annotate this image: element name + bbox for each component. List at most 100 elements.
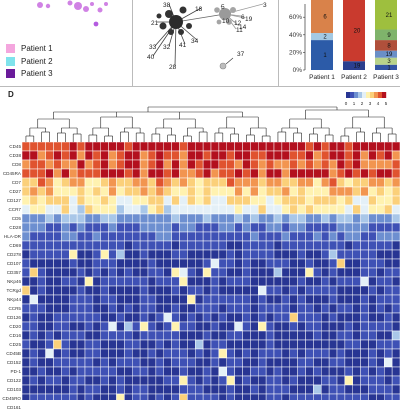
heatmap-cell — [53, 285, 62, 296]
heatmap-cell — [61, 186, 70, 197]
bar-segment-label: 19 — [354, 64, 361, 70]
heatmap-cell — [155, 384, 164, 395]
heatmap-cell — [108, 249, 117, 260]
heatmap-cell — [92, 258, 101, 269]
heatmap-cell — [61, 312, 70, 323]
heatmap-cell — [22, 204, 31, 215]
heatmap-cell — [84, 384, 94, 395]
heatmap-cell — [265, 195, 275, 206]
heatmap-cell — [210, 294, 220, 305]
heatmap-row-label: CD278 — [6, 251, 21, 257]
heatmap-cell — [108, 222, 117, 233]
heatmap-cell — [368, 384, 377, 395]
heatmap-cell — [273, 348, 283, 359]
heatmap-cell — [53, 258, 62, 269]
heatmap-cell — [45, 312, 54, 323]
heatmap-cell — [132, 267, 141, 278]
heatmap-cell — [273, 195, 283, 206]
heatmap-cell — [352, 267, 361, 278]
heatmap-cell — [92, 366, 101, 377]
heatmap-cell — [352, 348, 361, 359]
heatmap-cell — [92, 231, 101, 242]
heatmap-cell — [328, 159, 338, 170]
heatmap-cell — [297, 384, 306, 395]
heatmap-cell — [163, 258, 172, 269]
heatmap-cell — [391, 366, 400, 377]
heatmap-cell — [226, 195, 235, 206]
bar-segment-label: 19 — [386, 52, 393, 58]
heatmap-cell — [147, 393, 157, 400]
heatmap-cell — [273, 339, 283, 350]
heatmap-cell — [100, 204, 109, 215]
heatmap-cell — [61, 159, 70, 170]
heatmap-cell — [195, 294, 204, 305]
heatmap-cell — [29, 142, 38, 152]
heatmap-cell — [53, 222, 62, 233]
heatmap-cell — [195, 267, 204, 278]
heatmap-cell — [344, 285, 353, 296]
heatmap-cell — [202, 375, 212, 386]
heatmap-cell — [69, 186, 78, 197]
heatmap-cell — [155, 222, 164, 233]
heatmap-cell — [84, 348, 94, 359]
heatmap-cell — [84, 312, 94, 323]
heatmap-cell — [242, 249, 251, 260]
heatmap-cell — [45, 276, 54, 287]
heatmap-cell — [124, 168, 133, 179]
heatmap-cell — [195, 231, 204, 242]
heatmap-cell — [171, 393, 180, 400]
heatmap-cell — [187, 366, 196, 377]
heatmap-cell — [242, 276, 251, 287]
heatmap-cell — [139, 312, 149, 323]
heatmap-row-label: CD45B — [6, 350, 21, 356]
heatmap-cell — [218, 222, 227, 233]
heatmap-cell — [108, 285, 117, 296]
heatmap-cell — [376, 222, 385, 233]
heatmap-cell — [352, 384, 361, 395]
heatmap-cell — [321, 231, 330, 242]
heatmap-cell — [305, 366, 314, 377]
heatmap-cell — [336, 366, 346, 377]
heatmap-cell — [76, 168, 86, 179]
heatmap-cell — [391, 168, 400, 179]
heatmap-cell — [124, 213, 133, 224]
heatmap-cell — [179, 330, 188, 341]
heatmap-cell — [84, 142, 94, 152]
heatmap-cell — [195, 339, 204, 350]
heatmap-cell — [155, 357, 164, 368]
heatmap-cell — [305, 357, 314, 368]
heatmap-row-labels: CD45 CD38 CD8 CD45RA CD7 CD27 CD127 CCR7 CD5 CD28… — [0, 142, 22, 410]
heatmap-cell — [124, 285, 133, 296]
heatmap-cell — [313, 204, 322, 215]
heatmap-cell — [147, 303, 157, 314]
heatmap-cell — [234, 159, 243, 170]
heatmap-cell — [171, 375, 180, 386]
heatmap-cell — [360, 177, 369, 188]
heatmap-cell — [61, 240, 70, 251]
heatmap-cell — [171, 195, 180, 206]
heatmap-cell — [139, 222, 149, 233]
heatmap-cell — [234, 186, 243, 197]
heatmap-cell — [289, 348, 298, 359]
heatmap-cell — [281, 168, 290, 179]
heatmap-cell — [108, 312, 117, 323]
heatmap-cell — [100, 258, 109, 269]
heatmap-cell — [234, 249, 243, 260]
heatmap-cell — [171, 159, 180, 170]
heatmap-cell — [179, 366, 188, 377]
heatmap-cell — [29, 159, 38, 170]
node-label: 12 — [234, 20, 242, 27]
heatmap-cell — [100, 267, 109, 278]
heatmap-cell — [124, 159, 133, 170]
heatmap-cell — [147, 321, 157, 332]
heatmap-cell — [29, 267, 38, 278]
heatmap-cell — [53, 294, 62, 305]
heatmap-cell — [147, 276, 157, 287]
heatmap-cell — [305, 285, 314, 296]
heatmap-cell — [265, 276, 275, 287]
heatmap-cell — [384, 258, 393, 269]
heatmap-cell — [187, 285, 196, 296]
scale-swatch — [374, 92, 379, 98]
heatmap-cell — [22, 285, 31, 296]
heatmap-cell — [344, 393, 353, 400]
